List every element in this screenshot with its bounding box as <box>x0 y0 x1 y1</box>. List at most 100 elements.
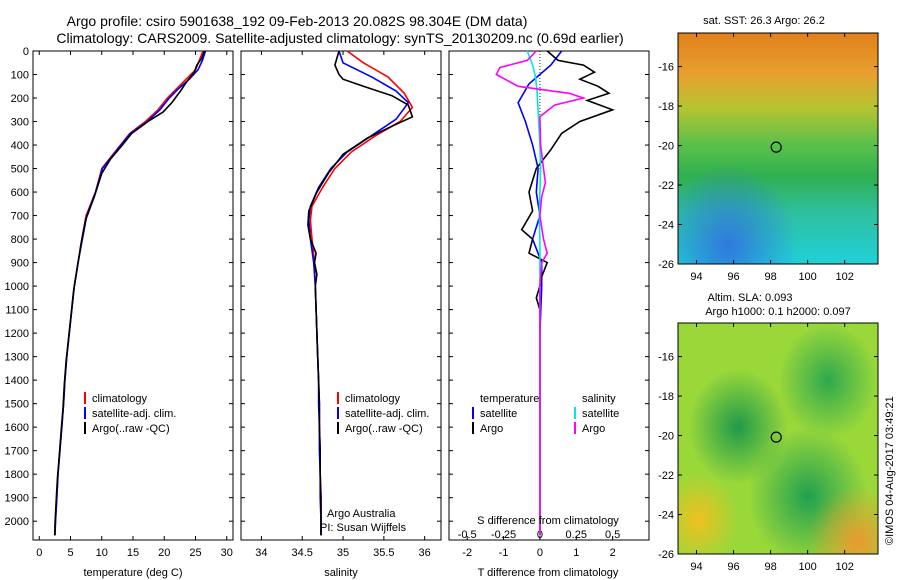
legend-sal-argo-label: Argo <box>582 423 605 435</box>
difference-xtick-label: -2 <box>462 547 472 559</box>
temperature-ytick-label: 400 <box>11 140 29 152</box>
sla-map <box>677 322 879 555</box>
difference-series-1 <box>520 50 615 536</box>
annotation-pi: PI: Susan Wijffels <box>320 522 406 534</box>
difference-xtick-label: -1 <box>499 547 509 559</box>
salinity-series-1 <box>307 50 410 536</box>
temperature-ytick-label: 900 <box>11 258 29 270</box>
temperature-xtick-label: 10 <box>96 547 108 559</box>
difference-series-2 <box>526 50 542 536</box>
temperature-axes <box>32 50 234 541</box>
temperature-ytick-label: 1400 <box>5 375 29 387</box>
salinity-xtick-label: 35 <box>337 547 349 559</box>
sla-xtick-label: 102 <box>835 561 853 573</box>
sst-cool-patch <box>678 33 878 264</box>
temperature-ytick-label: 1500 <box>5 399 29 411</box>
temperature-xtick-label: 15 <box>127 547 139 559</box>
temperature-xtick-label: 30 <box>221 547 233 559</box>
sst-map-axes: 94 96 98 100 102 -16 -18 -20 -22 -24 -26 <box>658 33 878 283</box>
salinity-xtick-label: 36 <box>419 547 431 559</box>
sst-xtick-label: 100 <box>798 271 816 283</box>
sla-ytick-label: -18 <box>658 391 674 403</box>
salinity-xtick-label: 34 <box>255 547 267 559</box>
temperature-ytick-label: 100 <box>11 70 29 82</box>
temperature-ytick-label: 500 <box>11 164 29 176</box>
figure-title-line1: Argo profile: csiro 5901638_192 09-Feb-2… <box>67 13 528 29</box>
sal-legend-argo-label: Argo(..raw -QC) <box>345 423 423 435</box>
temperature-xtick-label: 25 <box>189 547 201 559</box>
difference-xtick-label: 2 <box>610 547 616 559</box>
difference-xtick-label: 0 <box>537 547 543 559</box>
sst-ytick-label: -22 <box>658 180 674 192</box>
temperature-ytick-label: 1900 <box>5 493 29 505</box>
sla-xtick-label: 100 <box>798 561 816 573</box>
s-difference-tick-label: 0.25 <box>566 529 587 541</box>
sst-ytick-label: -20 <box>658 141 674 153</box>
s-difference-tick-label: 0.5 <box>605 529 620 541</box>
legend-salinity-title: salinity <box>582 393 616 405</box>
legend-satellite-label: satellite-adj. clim. <box>92 408 176 420</box>
sal-legend-climatology-label: climatology <box>345 393 401 405</box>
temperature-ytick-label: 1800 <box>5 469 29 481</box>
temperature-xlabel: temperature (deg C) <box>83 567 182 579</box>
salinity-legend: climatology satellite-adj. clim. Argo(..… <box>337 392 429 435</box>
temperature-ytick-label: 1100 <box>5 305 29 317</box>
sst-map-frame <box>677 32 879 265</box>
temperature-ytick-label: 200 <box>11 93 29 105</box>
sla-warm-southwest <box>678 323 878 554</box>
sst-xtick-label: 102 <box>835 271 853 283</box>
sla-map-axes: 94 96 98 100 102 -16 -18 -20 -22 -24 -26 <box>658 323 878 573</box>
sla-argo-marker <box>770 431 782 443</box>
temperature-series-0 <box>54 50 204 536</box>
temperature-series-1 <box>54 50 207 536</box>
figure-title-line2: Climatology: CARS2009. Satellite-adjuste… <box>56 30 623 46</box>
temperature-ytick-label: 1300 <box>5 352 29 364</box>
sla-xtick-label: 94 <box>690 561 702 573</box>
sst-xtick-label: 98 <box>764 271 776 283</box>
sla-xtick-label: 98 <box>764 561 776 573</box>
temperature-ytick-label: 600 <box>11 187 29 199</box>
sst-ytick-label: -24 <box>658 220 674 232</box>
salinity-xlabel: salinity <box>324 567 358 579</box>
sst-argo-marker <box>770 141 782 153</box>
temperature-ytick-label: 1600 <box>5 422 29 434</box>
difference-axes <box>448 50 650 541</box>
temperature-ytick-label: 800 <box>11 234 29 246</box>
salinity-plot: 34 34.5 35 35.5 36 <box>241 50 441 559</box>
imos-timestamp: ©IMOS 04-Aug-2017 03:49:21 <box>884 396 896 545</box>
salinity-axes <box>240 50 442 541</box>
temperature-ytick-label: 1700 <box>5 446 29 458</box>
temperature-ytick-label: 300 <box>11 117 29 129</box>
difference-series-3 <box>495 50 587 536</box>
difference-xtick-label: 1 <box>573 547 579 559</box>
temperature-ytick-label: 2000 <box>5 516 29 528</box>
s-difference-label: S difference from climatology <box>477 515 619 527</box>
sla-map-frame <box>677 322 879 555</box>
t-difference-label: T difference from climatology <box>478 567 619 579</box>
sla-ytick-label: -24 <box>658 510 674 522</box>
legend-temp-satellite-label: satellite <box>480 408 517 420</box>
sst-map-title: sat. SST: 26.3 Argo: 26.2 <box>703 15 825 27</box>
temperature-series-2 <box>54 50 206 536</box>
difference-plot: -2 -1 0 1 2-0.5 -0.25 0 0.25 0.5 <box>449 50 649 559</box>
salinity-series-2 <box>307 50 414 536</box>
legend-temperature-title: temperature <box>480 393 539 405</box>
salinity-xtick-label: 35.5 <box>373 547 394 559</box>
temperature-ytick-label: 1200 <box>5 328 29 340</box>
sla-xtick-label: 96 <box>727 561 739 573</box>
sla-ytick-label: -16 <box>658 352 674 364</box>
legend-argo-label: Argo(..raw -QC) <box>92 423 170 435</box>
sla-ytick-label: -26 <box>658 549 674 561</box>
s-difference-tick-label: -0.5 <box>458 529 477 541</box>
annotation-argo-australia: Argo Australia <box>327 508 396 520</box>
temperature-ytick-label: 1000 <box>5 281 29 293</box>
sla-map-title-line1: Altim. SLA: 0.093 <box>708 292 793 304</box>
sst-ytick-label: -16 <box>658 62 674 74</box>
legend-sal-satellite-label: satellite <box>582 408 619 420</box>
temperature-xtick-label: 5 <box>67 547 73 559</box>
salinity-xtick-label: 34.5 <box>292 547 313 559</box>
s-difference-tick-label: -0.25 <box>491 529 516 541</box>
temperature-legend: climatology satellite-adj. clim. Argo(..… <box>84 392 176 435</box>
sla-map-title-line2: Argo h1000: 0.1 h2000: 0.097 <box>705 306 851 318</box>
